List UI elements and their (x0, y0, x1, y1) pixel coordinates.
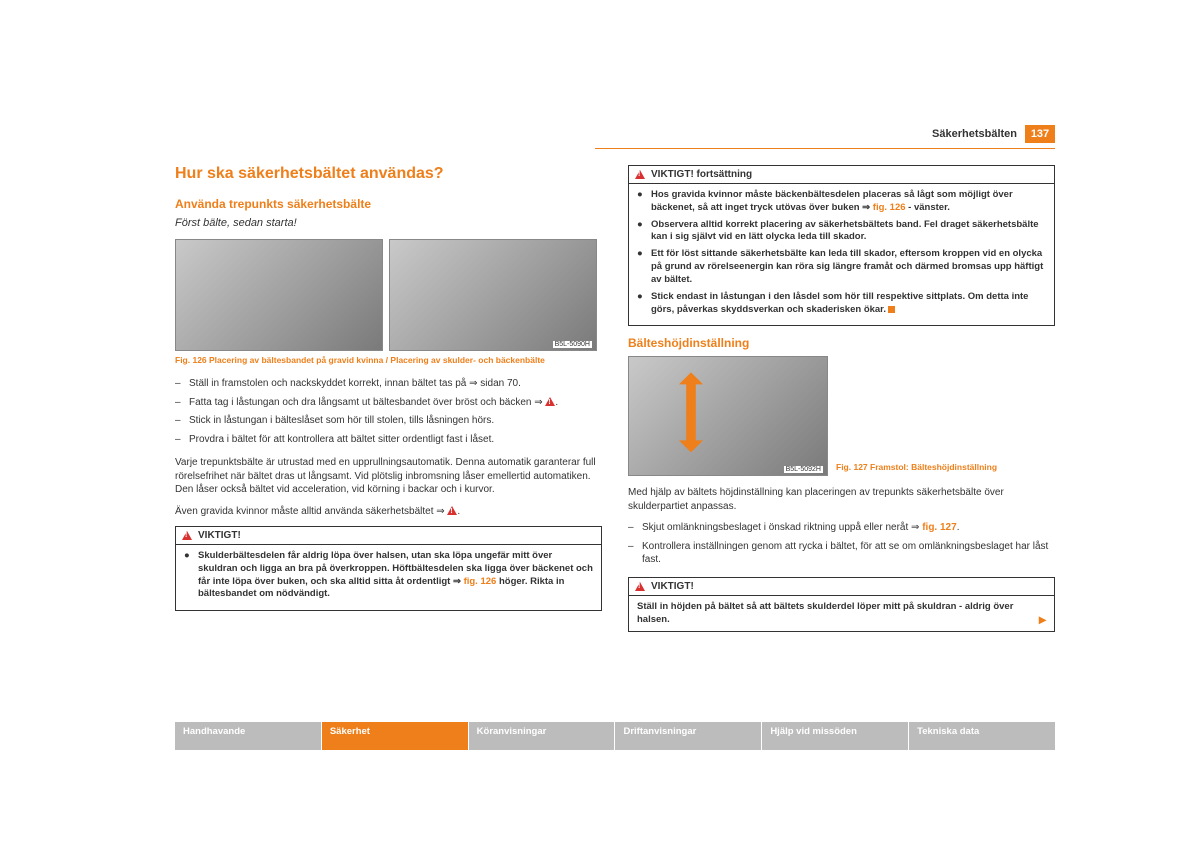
subsection-title: Bälteshöjdinställning (628, 336, 1055, 350)
fig126-right-image: B5L-5090H (389, 239, 597, 351)
warning-box-body: Ställ in höjden på bältet så att bältets… (629, 596, 1054, 632)
list-item: – Fatta tag i låstungan och dra långsamt… (175, 396, 602, 410)
list-item: – Ställ in framstolen och nackskyddet ko… (175, 377, 602, 391)
header-rule (595, 148, 1055, 149)
warning-icon (545, 397, 555, 406)
nav-tab-hjalp[interactable]: Hjälp vid missöden (762, 722, 909, 750)
page-content: Säkerhetsbälten 137 Hur ska säkerhetsbäl… (175, 130, 1055, 642)
lead-text: Först bälte, sedan starta! (175, 217, 602, 229)
page-header: Säkerhetsbälten 137 (932, 125, 1055, 143)
main-title: Hur ska säkerhetsbältet användas? (175, 165, 602, 183)
warning-icon (182, 531, 192, 540)
warning-box-body: ●Hos gravida kvinnor måste bäckenbältesd… (629, 184, 1054, 325)
warning-box-header: VIKTIGT! (629, 578, 1054, 596)
warning-box-header: VIKTIGT! (176, 527, 601, 545)
figure-126-images: B5L-5090H (175, 239, 602, 351)
two-column-layout: Hur ska säkerhetsbältet användas? Använd… (175, 165, 1055, 642)
figure-127-row: B5L-5092H Fig. 127 Framstol: Bälteshöjdi… (628, 356, 1055, 476)
left-column: Hur ska säkerhetsbältet användas? Använd… (175, 165, 602, 642)
nav-tab-sakerhet[interactable]: Säkerhet (322, 722, 469, 750)
subsection-title: Använda trepunkts säkerhetsbälte (175, 197, 602, 211)
warning-box-continued: VIKTIGT! fortsättning ●Hos gravida kvinn… (628, 165, 1055, 326)
fig127-image: B5L-5092H (628, 356, 828, 476)
list-item: – Provdra i bältet för att kontrollera a… (175, 433, 602, 447)
page-number: 137 (1025, 125, 1055, 143)
list-item: – Kontrollera inställningen genom att ry… (628, 540, 1055, 567)
continue-arrow-icon: ▸ (1039, 610, 1046, 629)
warning-box-header: VIKTIGT! fortsättning (629, 166, 1054, 184)
warning-box: VIKTIGT! ● Skulderbältesdelen får aldrig… (175, 526, 602, 611)
nav-tab-koranvisningar[interactable]: Köranvisningar (469, 722, 616, 750)
bottom-nav: Handhavande Säkerhet Köranvisningar Drif… (175, 722, 1055, 750)
paragraph: Varje trepunktsbälte är utrustad med en … (175, 456, 602, 497)
image-code: B5L-5092H (784, 466, 823, 473)
warning-icon (447, 506, 457, 515)
steps-list-2: – Skjut omlänkningsbeslaget i önskad rik… (628, 521, 1055, 567)
nav-tab-handhavande[interactable]: Handhavande (175, 722, 322, 750)
image-code: B5L-5090H (553, 341, 592, 348)
warning-icon (635, 170, 645, 179)
fig127-caption: Fig. 127 Framstol: Bälteshöjdinställning (836, 462, 997, 476)
paragraph: Även gravida kvinnor måste alltid använd… (175, 505, 602, 519)
warning-icon (635, 582, 645, 591)
right-column: VIKTIGT! fortsättning ●Hos gravida kvinn… (628, 165, 1055, 642)
list-item: – Skjut omlänkningsbeslaget i önskad rik… (628, 521, 1055, 535)
warning-box-2: VIKTIGT! Ställ in höjden på bältet så at… (628, 577, 1055, 633)
nav-tab-driftanvisningar[interactable]: Driftanvisningar (615, 722, 762, 750)
paragraph: Med hjälp av bältets höjdinställning kan… (628, 486, 1055, 513)
nav-tab-tekniska[interactable]: Tekniska data (909, 722, 1055, 750)
fig126-left-image (175, 239, 383, 351)
list-item: – Stick in låstungan i bälteslåset som h… (175, 414, 602, 428)
end-marker-icon (888, 306, 895, 313)
fig126-caption: Fig. 126 Placering av bältesbandet på gr… (175, 355, 602, 365)
steps-list: – Ställ in framstolen och nackskyddet ko… (175, 377, 602, 446)
warning-box-body: ● Skulderbältesdelen får aldrig löpa öve… (176, 545, 601, 610)
section-name: Säkerhetsbälten (932, 128, 1017, 140)
